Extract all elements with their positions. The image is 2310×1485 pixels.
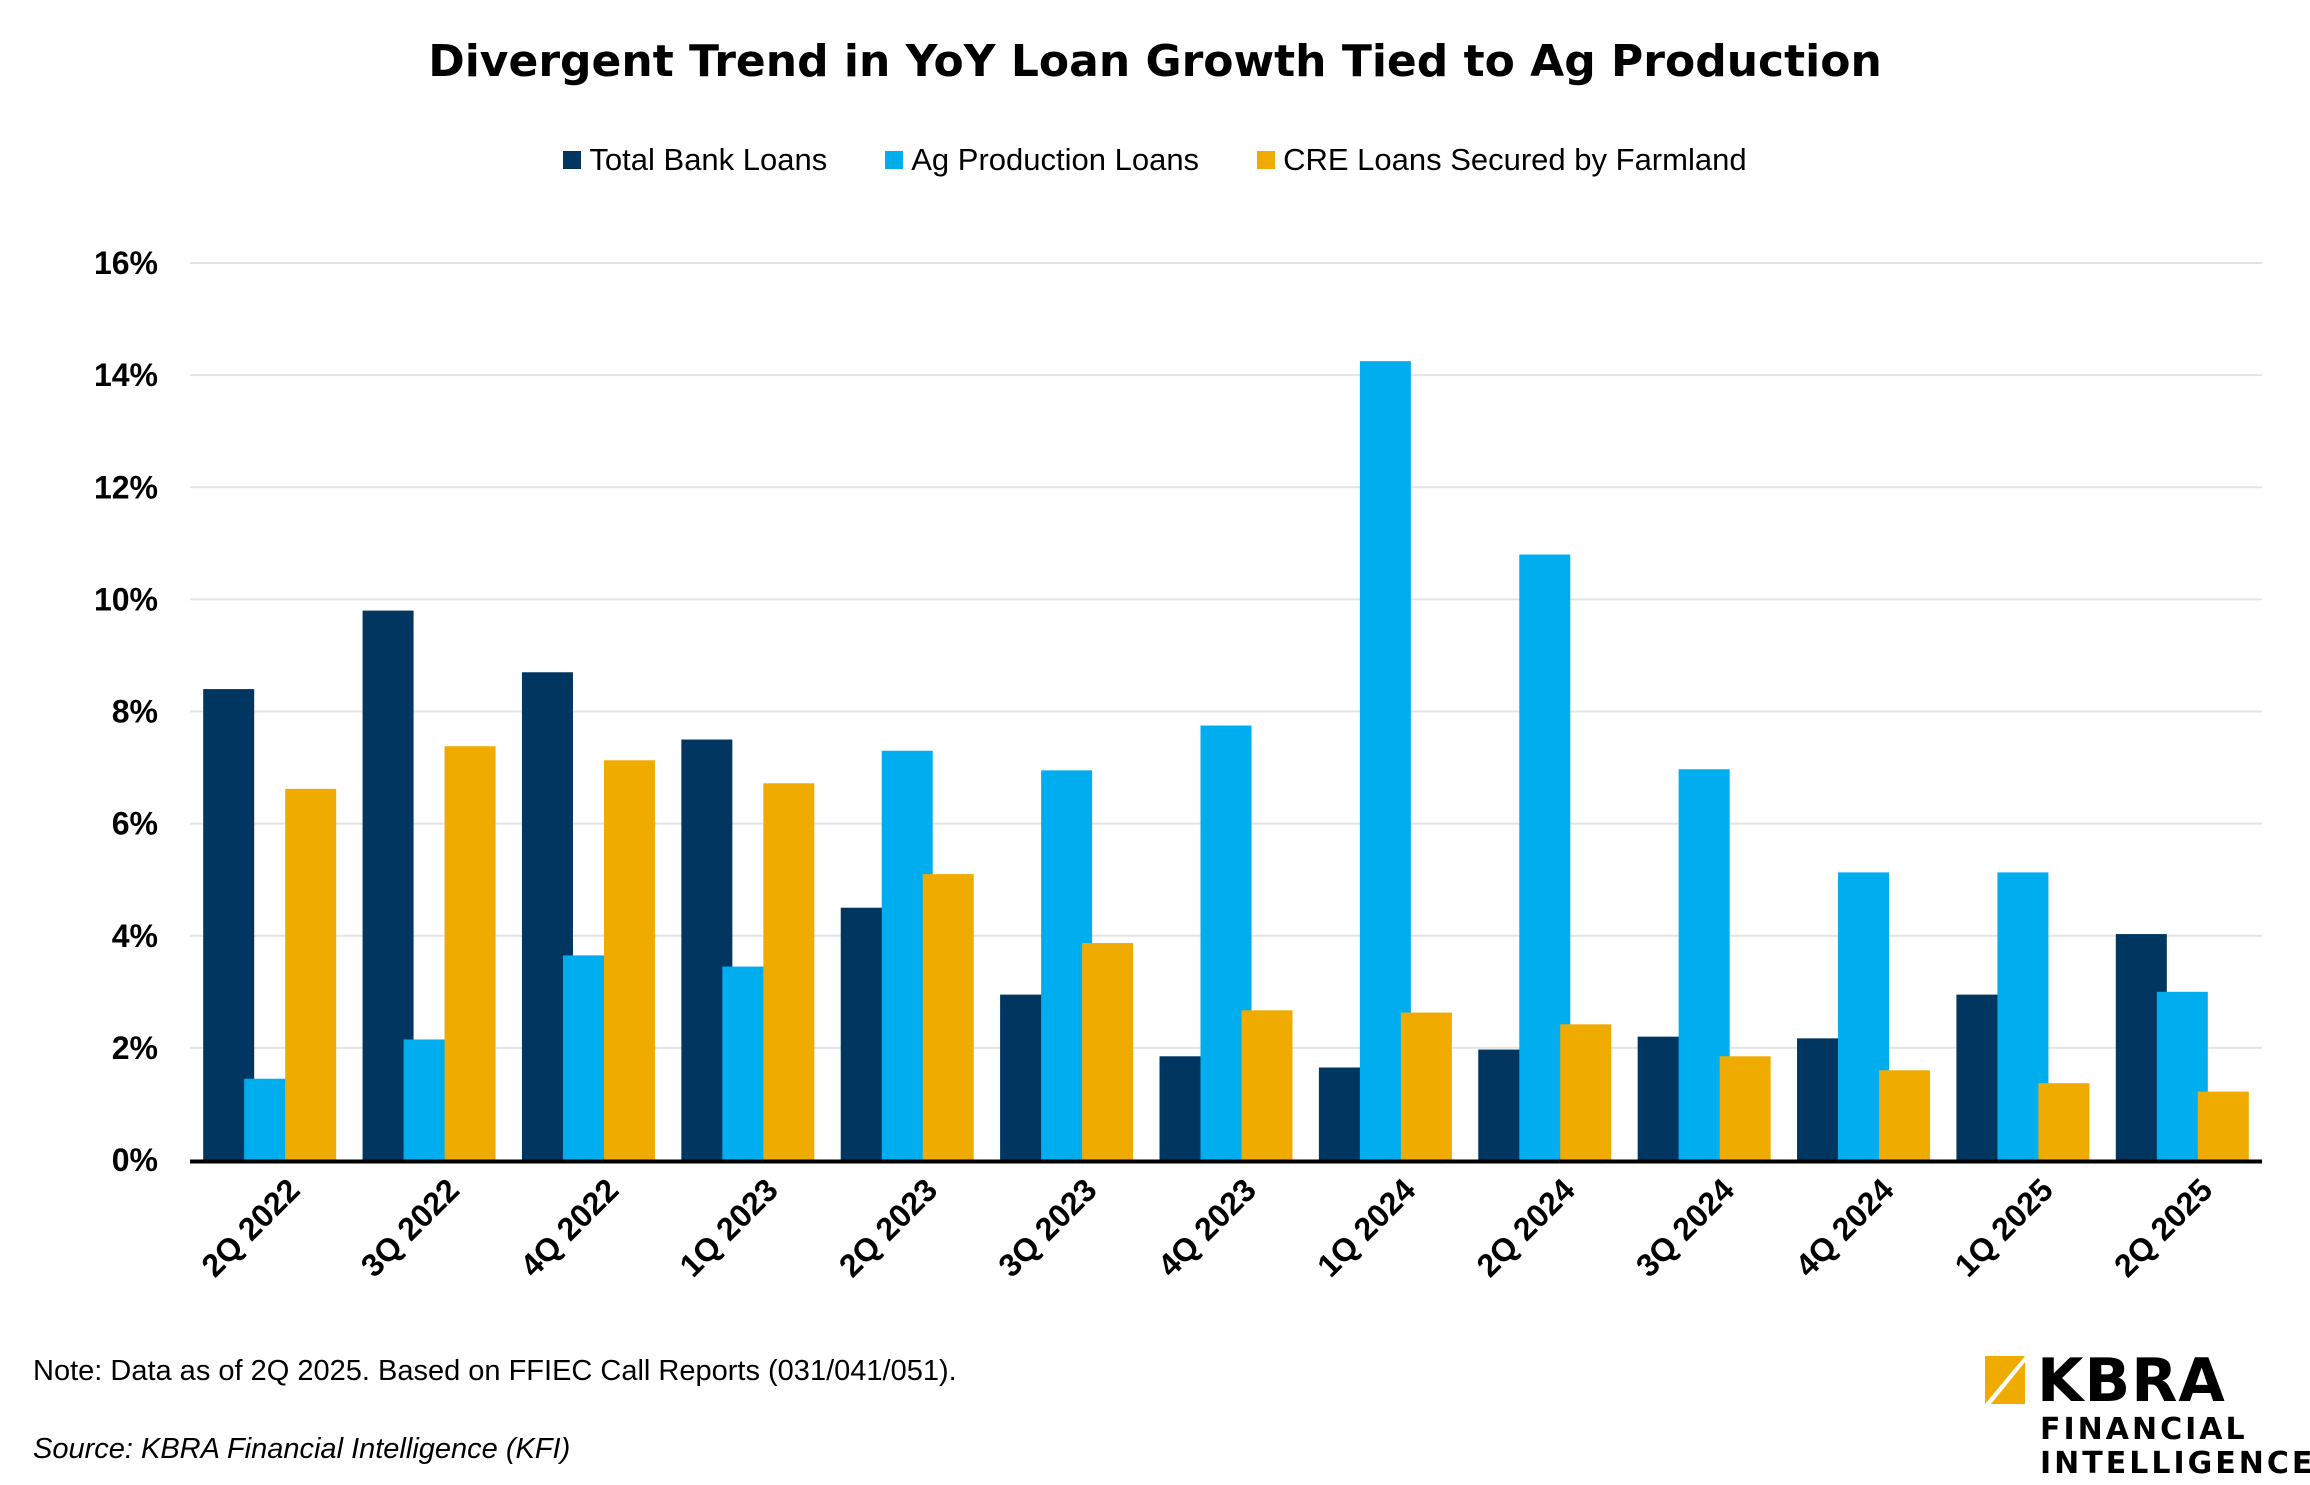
x-tick-label: 2Q 2023: [832, 1171, 944, 1283]
chart-source: Source: KBRA Financial Intelligence (KFI…: [33, 1433, 571, 1465]
x-tick-label: 3Q 2023: [991, 1171, 1103, 1283]
bar-cre-loans-secured-by-farmland-4q-2023: [1241, 1010, 1293, 1160]
x-axis-tick-labels: 2Q 2022 3Q 2022 4Q 2022 1Q 2023 2Q 2023 3Q 20…: [194, 1171, 2219, 1283]
chart-note: Note: Data as of 2Q 2025. Based on FFIEC…: [33, 1355, 957, 1387]
legend-entry-ag-production-loans: Ag Production Loans: [885, 142, 1199, 178]
kbra-logo: KBRA FINANCIAL INTELLIGENCE: [1985, 1346, 2310, 1485]
legend-label: Ag Production Loans: [911, 142, 1200, 177]
bar-cre-loans-secured-by-farmland-3q-2022: [444, 746, 496, 1160]
x-tick-label: 2Q 2024: [1469, 1171, 1581, 1283]
x-tick-label: 1Q 2024: [1310, 1171, 1422, 1283]
bar-cre-loans-secured-by-farmland-1q-2024: [1400, 1012, 1452, 1160]
bar-cre-loans-secured-by-farmland-1q-2025: [2038, 1083, 2090, 1160]
x-tick-label: 3Q 2022: [354, 1171, 466, 1283]
logo-subtitle-line2: INTELLIGENCE: [2040, 1446, 2310, 1481]
x-tick-label: 2Q 2025: [2107, 1171, 2219, 1283]
logo-name: KBRA: [2037, 1346, 2226, 1416]
y-tick-label: 0%: [112, 1142, 158, 1178]
y-tick-label: 12%: [94, 469, 158, 505]
y-tick-label: 8%: [112, 694, 158, 730]
kbra-logo-mark-icon: [1985, 1356, 2025, 1404]
bar-cre-loans-secured-by-farmland-2q-2025: [2197, 1091, 2249, 1160]
bar-cre-loans-secured-by-farmland-2q-2022: [285, 788, 337, 1160]
logo-subtitle-line1: FINANCIAL: [2040, 1412, 2248, 1447]
x-tick-label: 1Q 2025: [1948, 1171, 2060, 1283]
y-tick-label: 14%: [94, 357, 158, 393]
bar-cre-loans-secured-by-farmland-4q-2022: [603, 760, 655, 1160]
legend-swatch: [1257, 151, 1276, 169]
legend-label: Total Bank Loans: [589, 142, 828, 177]
bar-cre-loans-secured-by-farmland-4q-2024: [1879, 1070, 1931, 1160]
y-tick-label: 10%: [94, 581, 158, 617]
x-tick-label: 4Q 2024: [1788, 1171, 1900, 1283]
x-tick-label: 4Q 2022: [513, 1171, 625, 1283]
legend: Total Bank Loans Ag Production Loans CRE L…: [0, 142, 2310, 178]
legend-label: CRE Loans Secured by Farmland: [1283, 142, 1747, 177]
chart-title: Divergent Trend in YoY Loan Growth Tied …: [428, 36, 1882, 87]
legend-swatch: [563, 151, 582, 169]
y-tick-label: 16%: [94, 245, 158, 281]
bar-cre-loans-secured-by-farmland-3q-2023: [1082, 943, 1134, 1160]
bar-cre-loans-secured-by-farmland-2q-2024: [1560, 1024, 1612, 1160]
x-tick-label: 3Q 2024: [1629, 1171, 1741, 1283]
legend-entry-total-bank-loans: Total Bank Loans: [563, 142, 827, 178]
y-tick-label: 2%: [112, 1030, 158, 1066]
bar-cre-loans-secured-by-farmland-3q-2024: [1719, 1056, 1771, 1160]
x-tick-label: 2Q 2022: [194, 1171, 306, 1283]
bars: [203, 361, 2249, 1160]
bar-cre-loans-secured-by-farmland-1q-2023: [763, 783, 815, 1160]
x-tick-label: 4Q 2023: [1151, 1171, 1263, 1283]
x-tick-label: 1Q 2023: [673, 1171, 785, 1283]
legend-entry-cre-loans-secured-by-farmland: CRE Loans Secured by Farmland: [1257, 142, 1747, 178]
y-tick-label: 6%: [112, 806, 158, 842]
bar-cre-loans-secured-by-farmland-2q-2023: [922, 874, 974, 1160]
y-tick-label: 4%: [112, 918, 158, 954]
y-axis-tick-labels: 0% 2% 4% 6% 8% 10% 12% 14% 16%: [94, 245, 158, 1178]
bar-chart: 0% 2% 4% 6% 8% 10% 12% 14% 16% 2Q 2022 3Q 2022 4Q …: [94, 245, 2262, 1284]
legend-swatch: [885, 151, 904, 169]
